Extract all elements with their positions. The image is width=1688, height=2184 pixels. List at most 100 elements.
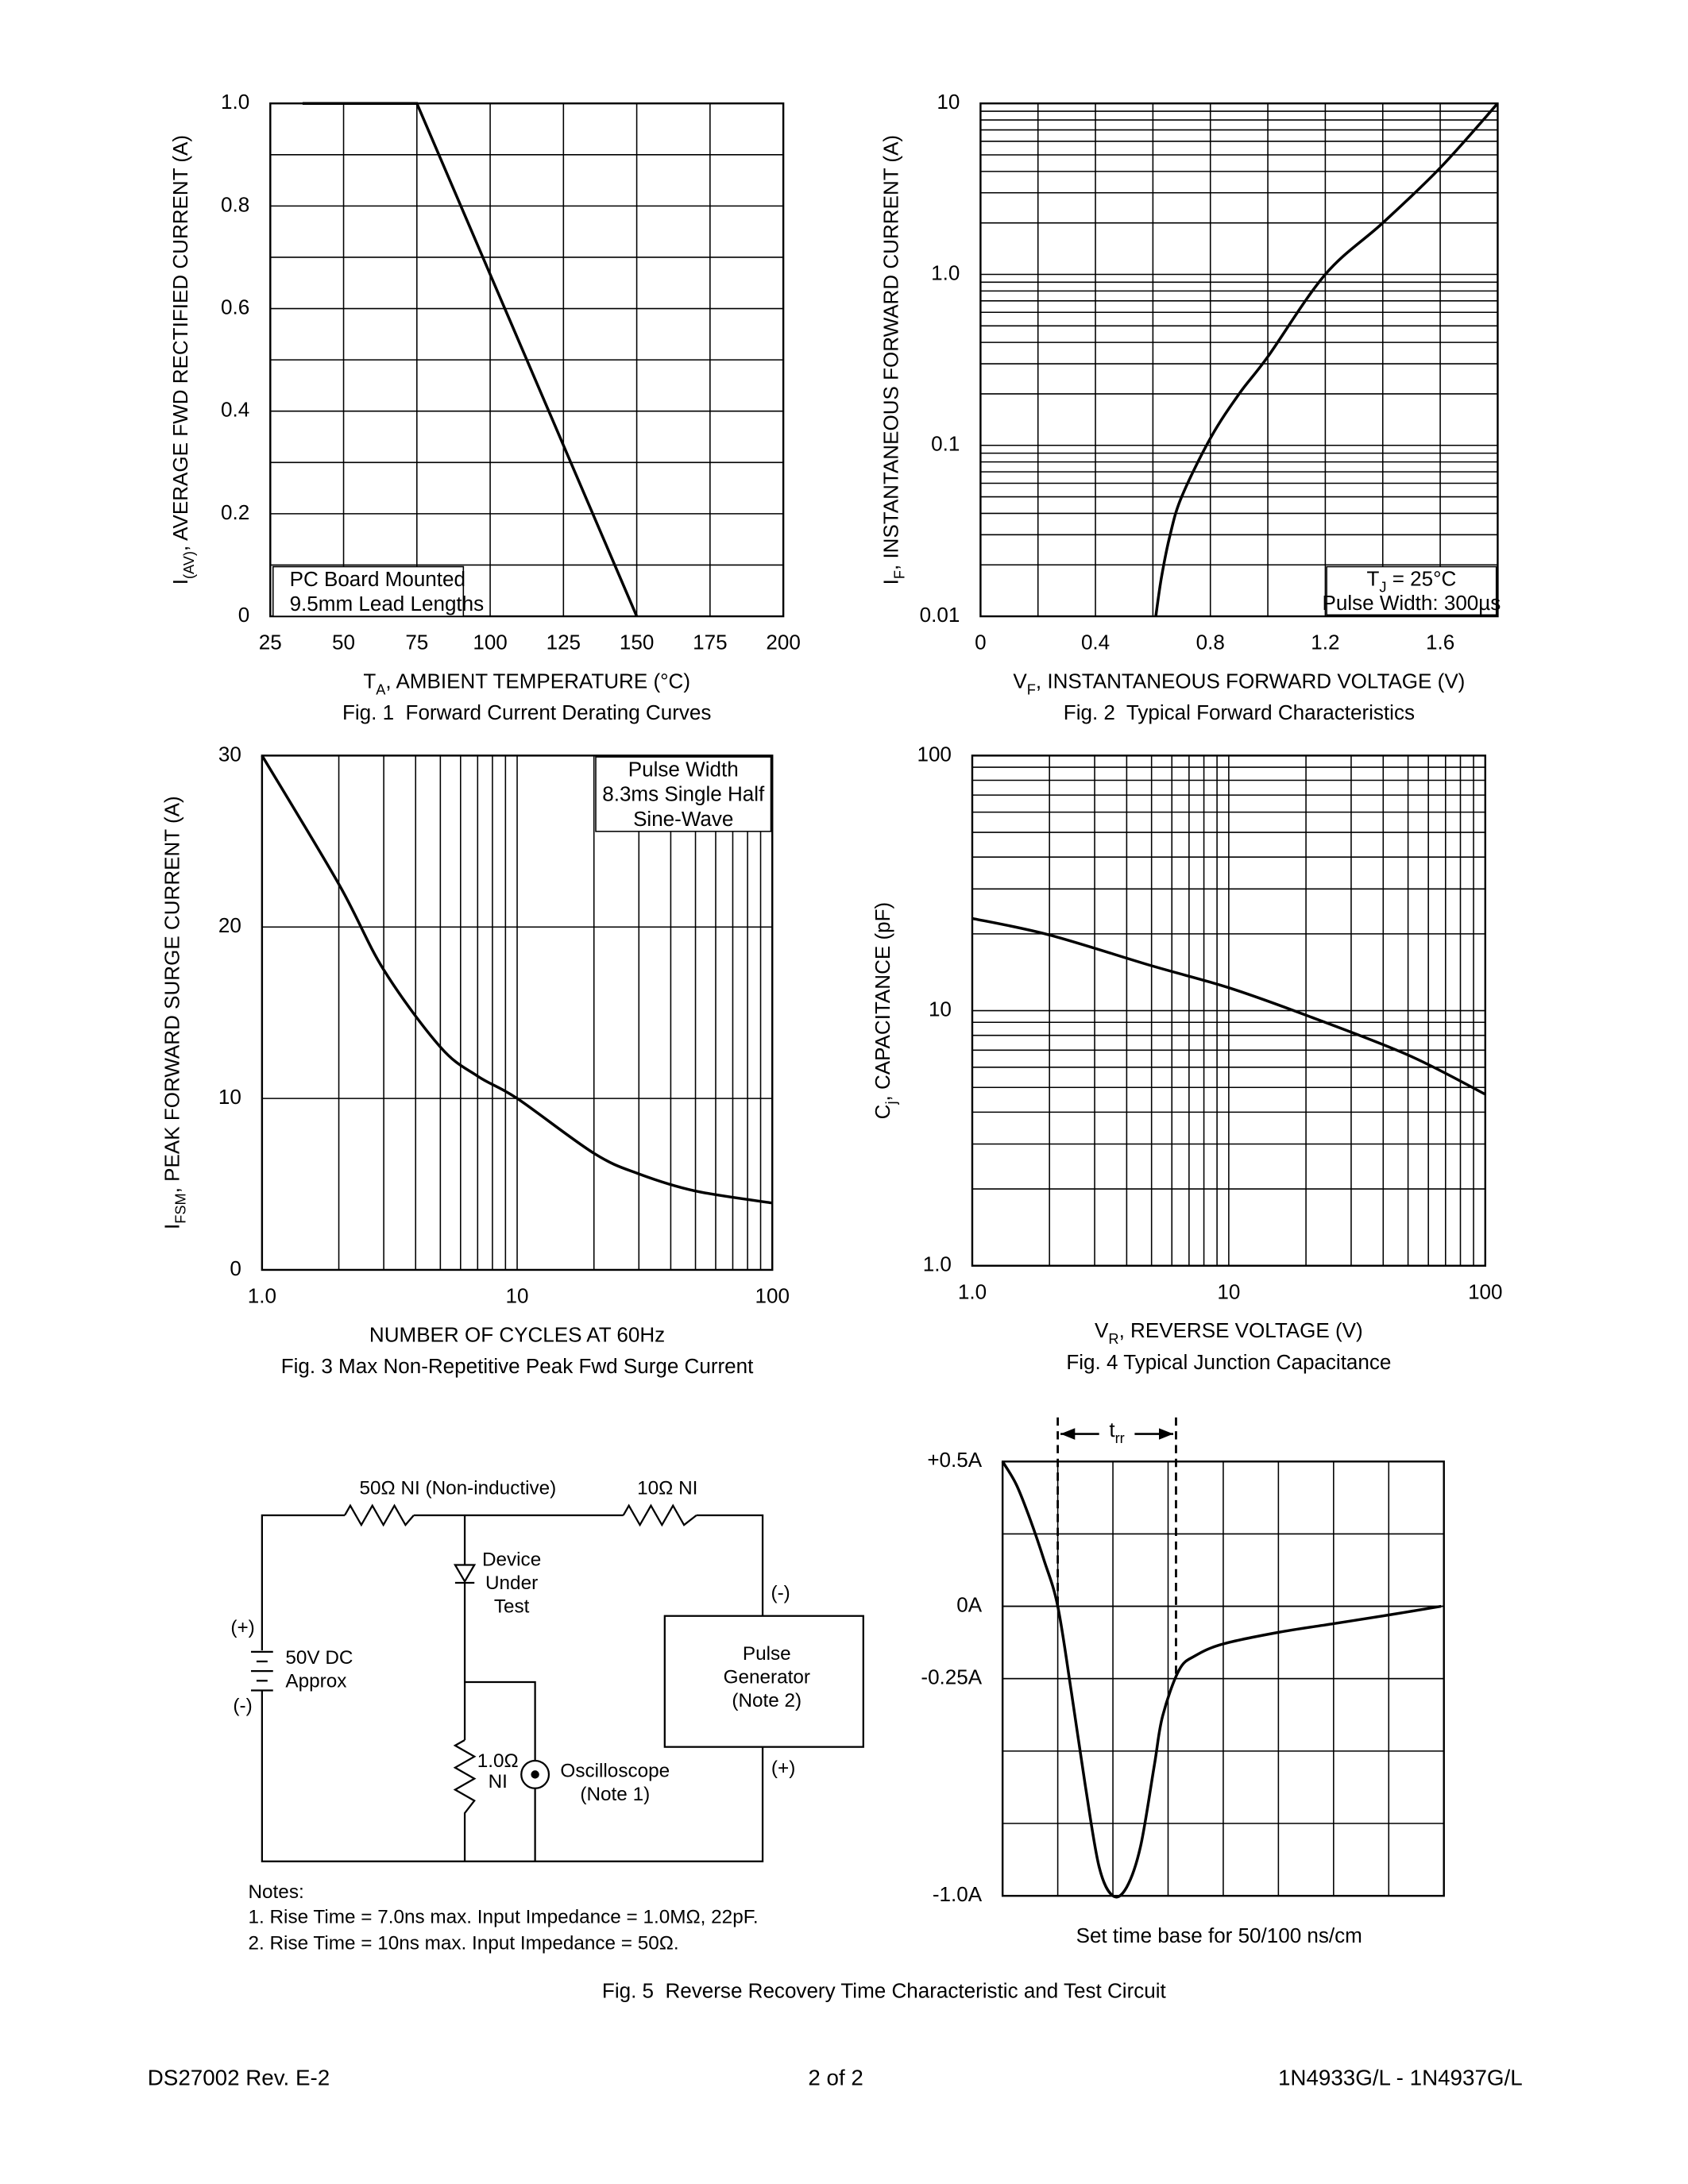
y-axis-title: IF, INSTANTANEOUS FORWARD CURRENT (A) bbox=[879, 135, 907, 585]
x-tick-label: 0.8 bbox=[1196, 631, 1225, 654]
x-axis-title: VR, REVERSE VOLTAGE (V) bbox=[1095, 1318, 1363, 1347]
label: (Note 1) bbox=[580, 1784, 650, 1805]
y-axis-title-part: , CAPACITANCE (pF) bbox=[871, 902, 894, 1102]
y-tick-label: -1.0A bbox=[933, 1882, 983, 1906]
label: (+) bbox=[771, 1758, 795, 1779]
y-tick-label: 0.8 bbox=[221, 192, 249, 216]
label: 50Ω NI (Non-inductive) bbox=[360, 1477, 557, 1499]
data-line bbox=[261, 754, 773, 1205]
wire bbox=[465, 1680, 536, 1761]
resistor bbox=[622, 1503, 697, 1527]
y-axis-title-part: C bbox=[871, 1105, 894, 1120]
figure-caption: Fig. 3 Max Non-Repetitive Peak Fwd Surge… bbox=[281, 1354, 754, 1378]
annotation-box bbox=[272, 565, 465, 617]
x-tick-label: 1.0 bbox=[248, 1284, 276, 1308]
annotation-part: Sine-Wave bbox=[633, 807, 733, 831]
y-axis-title-part: F bbox=[891, 570, 907, 579]
x-tick-label: 75 bbox=[405, 631, 428, 654]
x-tick-label: 100 bbox=[473, 631, 507, 654]
annotation-part: Pulse Width: 300µs bbox=[1323, 591, 1501, 615]
x-axis-title-part: F bbox=[1027, 681, 1036, 697]
y-tick-label: 30 bbox=[218, 742, 241, 766]
annotation-part: T bbox=[1366, 566, 1379, 590]
label: Pulse bbox=[743, 1643, 791, 1665]
x-tick-label: 125 bbox=[547, 631, 581, 654]
plot-frame bbox=[971, 754, 1487, 1267]
y-tick-label: 0 bbox=[230, 1256, 241, 1280]
x-tick-label: 10 bbox=[506, 1284, 529, 1308]
x-tick-label: 0.4 bbox=[1081, 631, 1110, 654]
wire bbox=[261, 1690, 764, 1862]
annotation-part: PC Board Mounted bbox=[290, 567, 465, 591]
resistor bbox=[453, 1738, 477, 1862]
figure-caption: Fig. 2 Typical Forward Characteristics bbox=[1064, 700, 1415, 724]
label: Generator bbox=[724, 1666, 810, 1688]
x-axis-title-part: , INSTANTANEOUS FORWARD VOLTAGE (V) bbox=[1036, 669, 1465, 693]
figure-caption: Fig. 5 Reverse Recovery Time Characteris… bbox=[602, 1979, 1167, 2003]
test-circuit: 50Ω NI (Non-inductive) 10Ω NI Device Und… bbox=[230, 1477, 864, 1954]
footer-center: 2 of 2 bbox=[808, 2065, 863, 2089]
x-axis-title-part: NUMBER OF CYCLES AT 60Hz bbox=[369, 1322, 665, 1346]
y-axis-title-part: FSM bbox=[173, 1193, 189, 1223]
x-tick-label: 100 bbox=[755, 1284, 790, 1308]
y-axis-title-part: j bbox=[883, 1101, 899, 1105]
pulse-generator bbox=[663, 1615, 864, 1748]
x-axis-title: VF, INSTANTANEOUS FORWARD VOLTAGE (V) bbox=[1013, 669, 1465, 697]
plot-frame bbox=[979, 102, 1499, 618]
x-tick-label: 200 bbox=[766, 631, 800, 654]
x-axis-title-part: V bbox=[1095, 1318, 1109, 1342]
annotation-part: Pulse Width bbox=[628, 757, 739, 781]
x-axis-title-part: R bbox=[1108, 1331, 1118, 1347]
y-tick-label: 0.1 bbox=[931, 432, 960, 456]
label: NI bbox=[489, 1771, 508, 1792]
x-tick-label: 175 bbox=[693, 631, 727, 654]
x-axis-title: NUMBER OF CYCLES AT 60Hz bbox=[369, 1322, 665, 1346]
annotation-box bbox=[1326, 565, 1497, 616]
y-axis-title-part: I bbox=[160, 1224, 184, 1229]
annotation: PC Board Mounted bbox=[290, 567, 465, 591]
y-tick-label: 1.0 bbox=[931, 260, 960, 284]
label: 1.0Ω bbox=[477, 1750, 519, 1772]
y-axis-title: I(AV), AVERAGE FWD RECTIFIED CURRENT (A) bbox=[168, 135, 197, 585]
x-tick-label: 150 bbox=[620, 631, 654, 654]
y-axis-title-part: I bbox=[168, 579, 192, 585]
wire bbox=[261, 1514, 346, 1651]
data-line bbox=[302, 102, 639, 617]
x-tick-label: 1.0 bbox=[958, 1279, 987, 1303]
x-axis-title-part: , AMBIENT TEMPERATURE (°C) bbox=[385, 669, 690, 693]
plot-frame bbox=[1001, 1461, 1445, 1897]
y-axis-title-part: (AV) bbox=[181, 551, 197, 579]
y-axis-title-part: I bbox=[879, 579, 902, 585]
data-line bbox=[971, 916, 1486, 1096]
y-axis-title-part: , PEAK FORWARD SURGE CURRENT (A) bbox=[160, 796, 184, 1193]
annotation-part: = 25°C bbox=[1386, 566, 1456, 590]
trr-label-part: rr bbox=[1115, 1430, 1125, 1446]
footer-right: 1N4933G/L - 1N4937G/L bbox=[1278, 2065, 1523, 2089]
x-tick-label: 10 bbox=[1217, 1279, 1240, 1303]
label: 10Ω NI bbox=[637, 1477, 697, 1499]
chart-note: Set time base for 50/100 ns/cm bbox=[1076, 1924, 1362, 1947]
annotation-part: 8.3ms Single Half bbox=[602, 782, 765, 806]
figure-caption: Fig. 1 Forward Current Derating Curves bbox=[342, 700, 711, 724]
x-axis-title-part: , REVERSE VOLTAGE (V) bbox=[1119, 1318, 1363, 1342]
label: (-) bbox=[771, 1582, 790, 1603]
y-axis-title: IFSM, PEAK FORWARD SURGE CURRENT (A) bbox=[160, 796, 189, 1229]
y-tick-label: 10 bbox=[218, 1085, 241, 1109]
y-tick-label: 0 bbox=[238, 603, 249, 627]
x-axis-title-part: V bbox=[1013, 669, 1027, 693]
y-axis-title-part: , INSTANTANEOUS FORWARD CURRENT (A) bbox=[879, 135, 902, 570]
figure-caption: Fig. 4 Typical Junction Capacitance bbox=[1066, 1350, 1391, 1374]
data-line bbox=[1154, 102, 1499, 617]
x-tick-label: 0 bbox=[975, 631, 986, 654]
label: Under bbox=[485, 1572, 538, 1594]
label: (+) bbox=[230, 1617, 254, 1638]
oscilloscope-center bbox=[531, 1770, 539, 1779]
battery bbox=[250, 1650, 273, 1692]
label: (Note 2) bbox=[732, 1690, 802, 1711]
note: Notes: bbox=[248, 1881, 303, 1903]
y-tick-label: 10 bbox=[929, 997, 952, 1021]
annotation: 8.3ms Single Half bbox=[602, 782, 765, 806]
